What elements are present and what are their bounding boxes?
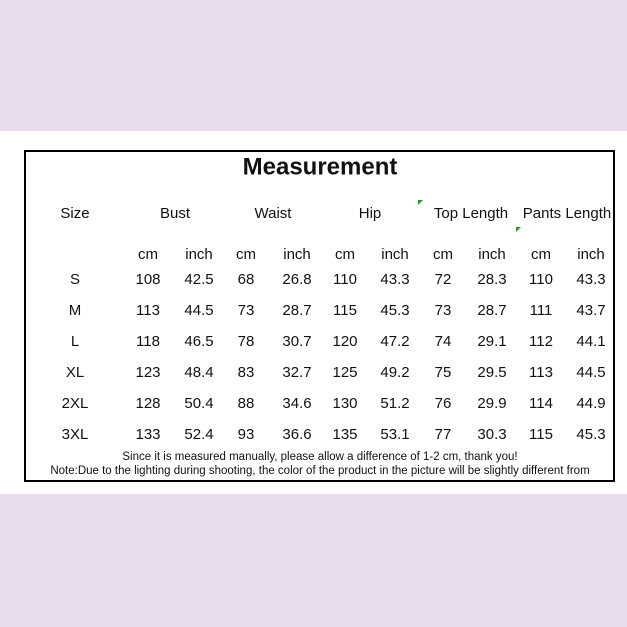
cell: 74 [435,333,452,350]
cell: 83 [238,364,255,381]
size-label: S [70,271,80,288]
unit-header: cm [433,246,453,263]
cell: 42.5 [184,271,213,288]
column-header: Hip [359,205,382,222]
cell: 113 [529,364,553,381]
cell: 130 [332,395,357,412]
cell: 125 [332,364,357,381]
cell: 53.1 [380,426,409,443]
unit-header: inch [478,246,506,263]
cell: 48.4 [184,364,213,381]
cell: 28.7 [282,302,311,319]
cell: 76 [435,395,452,412]
cell: 43.3 [380,271,409,288]
cell: 36.6 [282,426,311,443]
cell: 45.3 [576,426,605,443]
cell: 51.2 [380,395,409,412]
cell: 28.7 [477,302,506,319]
cell: 113 [136,302,160,319]
column-header: Size [60,205,89,222]
cell: 49.2 [380,364,409,381]
cell: 46.5 [184,333,213,350]
unit-header: cm [335,246,355,263]
cell: 133 [135,426,160,443]
unit-header: cm [236,246,256,263]
cell: 44.5 [184,302,213,319]
white-panel [0,131,627,494]
cell: 43.3 [576,271,605,288]
cell: 93 [238,426,255,443]
cell: 88 [238,395,255,412]
cell: 128 [135,395,160,412]
size-label: L [71,333,79,350]
cell: 108 [135,271,160,288]
cell: 47.2 [380,333,409,350]
unit-header: inch [283,246,311,263]
cell: 110 [333,271,357,288]
cell: 68 [238,271,255,288]
marker [516,227,521,232]
cell: 114 [529,395,553,412]
cell: 44.1 [576,333,605,350]
title: Measurement [243,153,398,180]
size-label: XL [66,364,84,381]
cell: 28.3 [477,271,506,288]
marker [418,200,423,205]
cell: 29.5 [477,364,506,381]
size-label: 3XL [62,426,89,443]
cell: 30.3 [477,426,506,443]
unit-header: cm [138,246,158,263]
unit-header: inch [381,246,409,263]
cell: 115 [529,426,553,443]
cell: 29.9 [477,395,506,412]
size-label: M [69,302,82,319]
cell: 123 [135,364,160,381]
cell: 111 [530,302,553,319]
cell: 52.4 [184,426,213,443]
size-label: 2XL [62,395,89,412]
note: Since it is measured manually, please al… [122,451,517,463]
column-header: Pants Length [523,205,611,222]
cell: 135 [332,426,357,443]
note: Note:Due to the lighting during shooting… [50,465,589,477]
cell: 34.6 [282,395,311,412]
cell: 120 [332,333,357,350]
cell: 44.5 [576,364,605,381]
unit-header: cm [531,246,551,263]
cell: 77 [435,426,452,443]
cell: 73 [238,302,255,319]
cell: 110 [529,271,553,288]
cell: 32.7 [282,364,311,381]
cell: 30.7 [282,333,311,350]
cell: 118 [136,333,160,350]
cell: 45.3 [380,302,409,319]
cell: 44.9 [576,395,605,412]
cell: 43.7 [576,302,605,319]
cell: 73 [435,302,452,319]
cell: 50.4 [184,395,213,412]
column-header: Waist [255,205,293,222]
unit-header: inch [577,246,605,263]
column-header: Bust [160,205,191,222]
cell: 115 [333,302,357,319]
cell: 72 [435,271,452,288]
table-border [24,150,615,482]
column-header: Top Length [434,205,508,222]
cell: 112 [529,333,553,350]
unit-header: inch [185,246,213,263]
cell: 29.1 [477,333,506,350]
cell: 75 [435,364,452,381]
cell: 26.8 [282,271,311,288]
cell: 78 [238,333,255,350]
